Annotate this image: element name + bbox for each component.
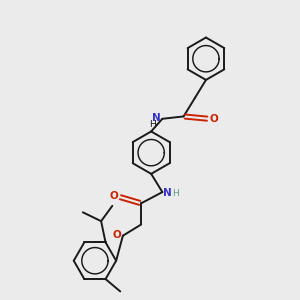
Text: H: H	[172, 189, 179, 198]
Text: N: N	[152, 112, 161, 123]
Text: H: H	[149, 120, 156, 129]
Text: O: O	[113, 230, 122, 239]
Text: O: O	[210, 114, 218, 124]
Text: O: O	[109, 191, 118, 201]
Text: N: N	[163, 188, 172, 198]
